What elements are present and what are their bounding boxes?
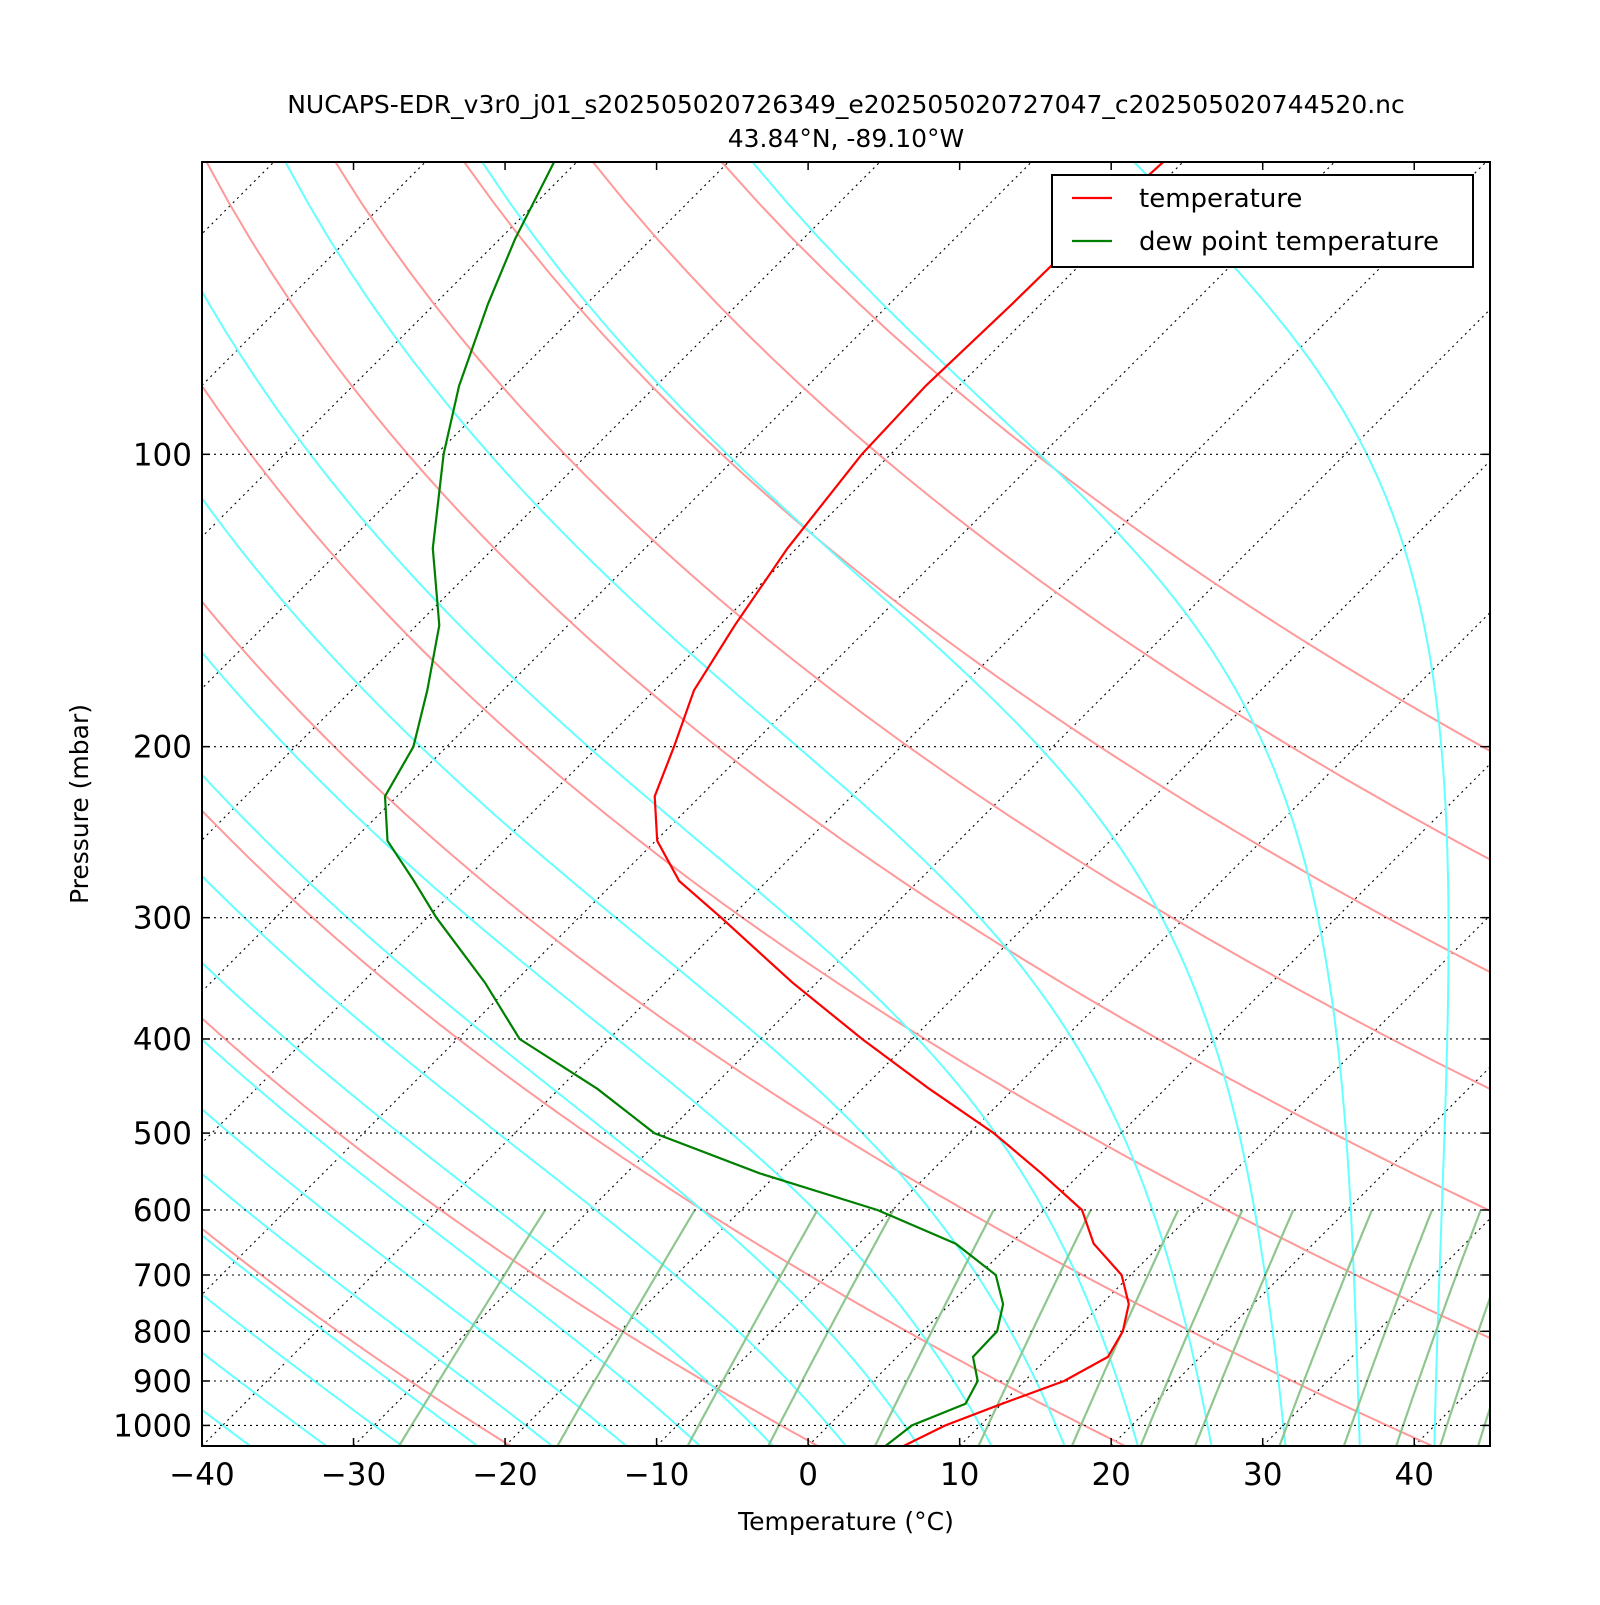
- y-tick-label: 500: [133, 1116, 192, 1152]
- mixing-ratio-line: [1440, 1210, 1521, 1446]
- mixing-ratio-line: [875, 1210, 994, 1446]
- y-tick-label: 1000: [113, 1408, 192, 1444]
- legend-label-dewpoint: dew point temperature: [1139, 227, 1439, 257]
- y-tick-label: 100: [133, 437, 192, 473]
- x-tick-label: −30: [321, 1457, 386, 1493]
- y-tick-label: 400: [133, 1022, 192, 1058]
- mixing-ratio-line: [557, 1210, 694, 1446]
- moist-adiabat-line: [1134, 162, 1448, 1446]
- x-axis-label: Temperature (°C): [737, 1507, 954, 1536]
- x-tick-label: 30: [1243, 1457, 1282, 1493]
- dewpoint-profile-line: [385, 162, 1003, 1446]
- isotherm-line: [657, 162, 1600, 1446]
- x-tick-label: 20: [1091, 1457, 1130, 1493]
- moist-adiabat-line: [0, 162, 846, 1446]
- dry-adiabat-line: [0, 162, 1432, 1446]
- moist-adiabat-line: [285, 162, 1211, 1446]
- dry-adiabat-line: [464, 162, 1600, 1446]
- isotherm-line: [0, 162, 1031, 1446]
- dry-adiabat-line: [593, 162, 1600, 1446]
- x-tick-label: 0: [798, 1457, 818, 1493]
- isotherm-line: [51, 162, 1335, 1446]
- dry-adiabat-line: [0, 162, 1125, 1446]
- mixing-ratio-line: [1195, 1210, 1293, 1446]
- dry-adiabat-line: [0, 162, 203, 1446]
- x-tick-label: −10: [624, 1457, 689, 1493]
- isotherm-line: [0, 162, 880, 1446]
- dry-adiabat-line: [722, 162, 1600, 1446]
- mixing-ratio-line: [979, 1210, 1091, 1446]
- legend-label-temperature: temperature: [1139, 184, 1302, 214]
- y-tick-label: 200: [133, 730, 192, 766]
- x-tick-label: −40: [169, 1457, 234, 1493]
- isotherm-line: [0, 162, 1183, 1446]
- isotherm-line: [0, 162, 728, 1446]
- mixing-ratio-line: [1141, 1210, 1243, 1446]
- moist-adiabat-line: [482, 162, 1285, 1446]
- legend: temperature dew point temperature: [1052, 175, 1473, 267]
- moist-adiabat-line: [0, 162, 773, 1446]
- axis-ticks: −40 −30 −20 −10 0 10 20 30 40 100 200 300 400 500 600 7…: [113, 162, 1490, 1493]
- y-tick-label: 700: [133, 1258, 192, 1294]
- y-tick-label: 300: [133, 901, 192, 937]
- moist-adiabat-line: [0, 162, 992, 1446]
- isotherm-line: [1414, 162, 1600, 1446]
- mixing-ratio-line: [1072, 1210, 1178, 1446]
- y-tick-label: 600: [133, 1193, 192, 1229]
- chart-subtitle: 43.84°N, -89.10°W: [728, 124, 964, 153]
- mixing-ratio-line: [399, 1210, 545, 1446]
- moist-adiabat-line: [137, 162, 1138, 1446]
- moist-adiabat-line: [23, 162, 1065, 1446]
- background-lines: [0, 162, 1600, 1446]
- moist-adiabat-line: [0, 162, 919, 1446]
- isotherm-line: [1566, 162, 1600, 1446]
- y-tick-label: 800: [133, 1314, 192, 1350]
- isotherm-line: [0, 162, 425, 1446]
- mixing-ratio-line: [688, 1210, 818, 1446]
- isotherm-line: [0, 162, 122, 1446]
- chart-title: NUCAPS-EDR_v3r0_j01_s202505020726349_e20…: [287, 90, 1405, 119]
- x-tick-label: 40: [1395, 1457, 1434, 1493]
- y-axis-label: Pressure (mbar): [65, 704, 94, 904]
- moist-adiabat-line: [0, 162, 326, 1446]
- pressure-gridlines: [202, 454, 1490, 1425]
- x-tick-label: 10: [940, 1457, 979, 1493]
- isotherm-line: [1111, 162, 1600, 1446]
- mixing-ratio-line: [768, 1210, 893, 1446]
- y-tick-label: 900: [133, 1364, 192, 1400]
- moist-adiabat-line: [0, 162, 250, 1446]
- isotherm-line: [808, 162, 1600, 1446]
- isotherm-line: [960, 162, 1600, 1446]
- x-tick-label: −20: [472, 1457, 537, 1493]
